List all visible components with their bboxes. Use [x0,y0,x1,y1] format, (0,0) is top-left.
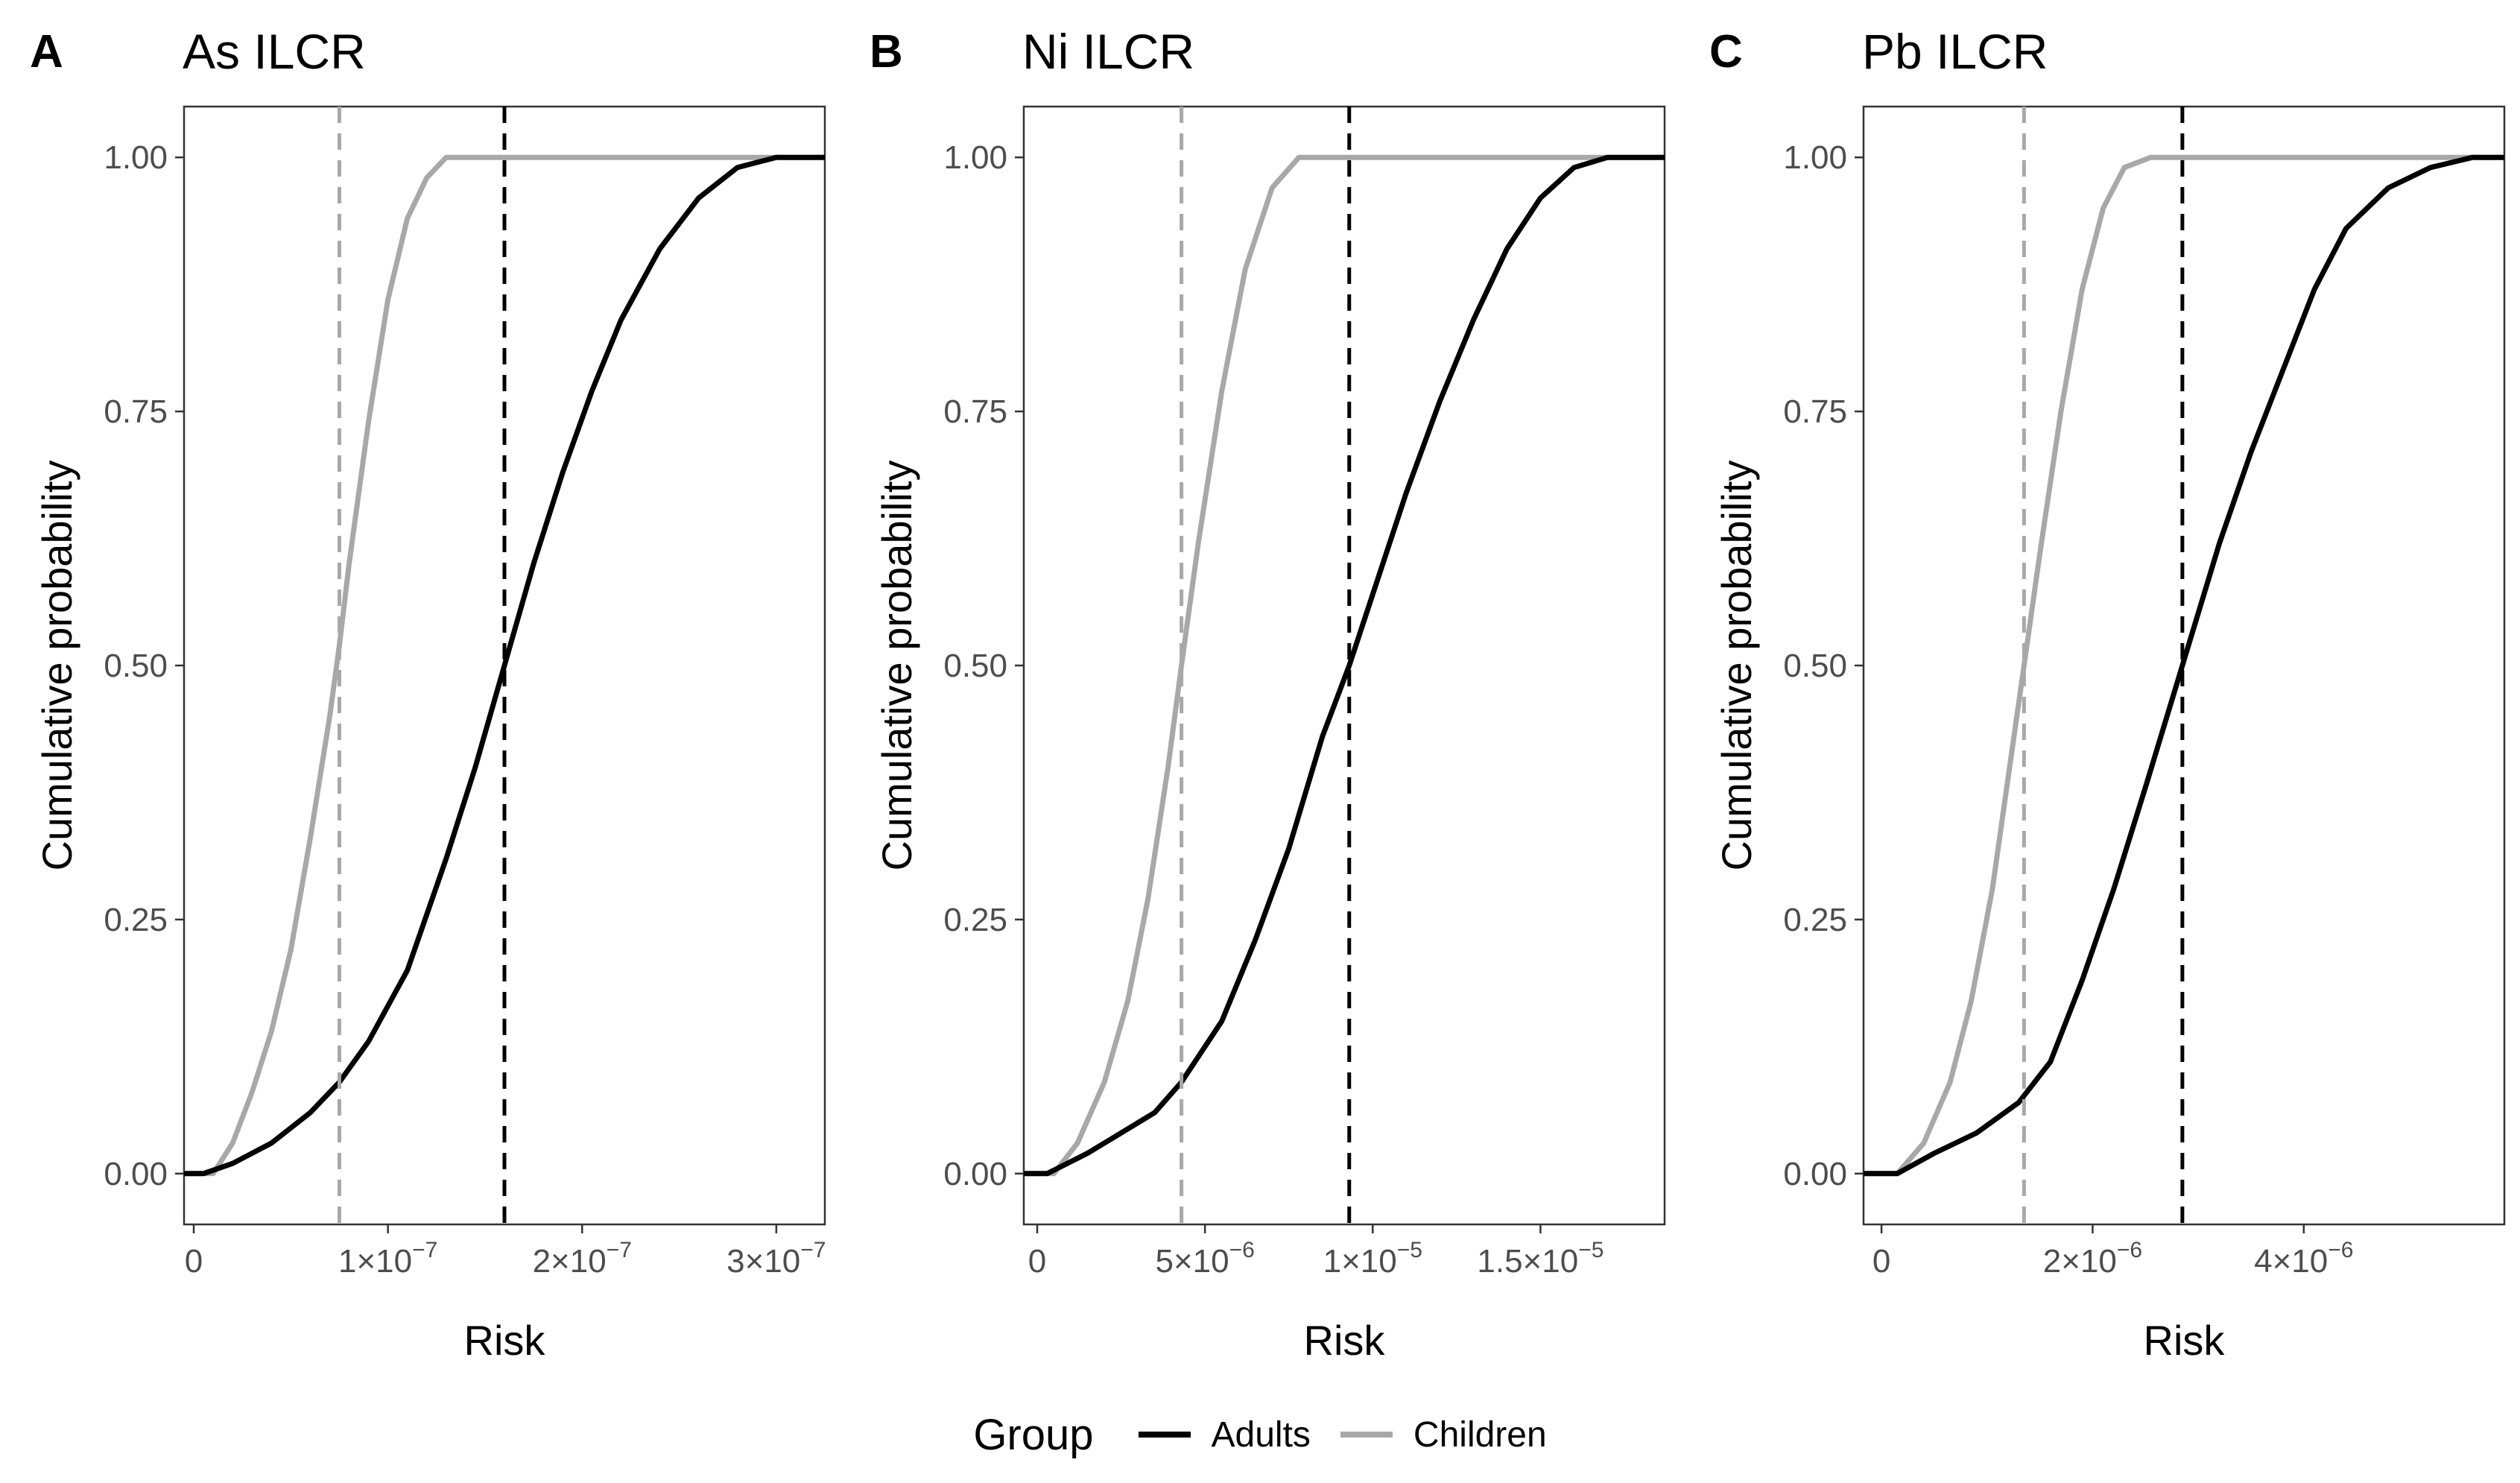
y-tick-label: 0.50 [943,648,1007,684]
legend: Group Adults Children [0,1386,2520,1483]
series-line-adults-c [1864,154,2504,1177]
y-tick-label: 1.00 [104,139,168,176]
x-tick-label: 4×10−6 [2254,1238,2353,1280]
legend-title: Group [973,1410,1094,1459]
x-axis-title-b: Risk [1304,1317,1386,1364]
chart-svg-b: B Ni ILCR 0.00 0.25 0.50 0.75 1.00 0 5×10−6 1×10−… [870,24,1666,1364]
x-axis-title-a: Risk [464,1317,546,1364]
legend-item-adults: Adults [1138,1414,1311,1455]
y-tick-label: 0.25 [1783,902,1847,938]
legend-label-children: Children [1413,1414,1547,1455]
y-tick-label: 0.50 [1783,648,1847,684]
chart-title-c: Pb ILCR [1862,24,2048,79]
panel-b: B Ni ILCR 0.00 0.25 0.50 0.75 1.00 0 5×10−6 1×10−… [840,0,1680,1386]
y-axis-title-b: Cumulative probability [873,461,920,871]
panel-c: C Pb ILCR 0.00 0.25 0.50 0.75 1.00 0 2×10−6 4×10−… [1680,0,2519,1386]
x-tick-label: 0 [1028,1243,1046,1280]
y-tick-label: 1.00 [943,139,1007,176]
y-tick-label: 0.75 [104,393,168,430]
panel-a: A As ILCR 0.00 0.25 0.50 0.75 1.00 0 1×10−7 2×10−… [0,0,840,1386]
y-tick-label: 0.75 [943,393,1007,430]
x-tick-label: 2×10−6 [2043,1238,2142,1280]
chart-svg-a: A As ILCR 0.00 0.25 0.50 0.75 1.00 0 1×10−7 2×10−… [30,24,826,1364]
y-tick-label: 0.75 [1783,393,1847,430]
series-line-children-b [1024,154,1665,1177]
x-tick-label: 2×10−7 [533,1238,632,1280]
y-tick-label: 1.00 [1783,139,1847,176]
plot-frame-b [1022,105,1666,1226]
panel-letter-c: C [1709,26,1743,78]
y-tick-label: 0.50 [104,648,168,684]
series-line-adults-a [184,154,825,1177]
legend-item-children: Children [1340,1414,1547,1455]
y-tick-label: 0.00 [943,1156,1007,1192]
x-tick-label: 0 [1872,1243,1890,1280]
y-axis-title-a: Cumulative probability [34,461,80,871]
x-tick-label: 1.5×10−5 [1477,1238,1604,1280]
x-tick-label: 1×10−5 [1323,1238,1422,1280]
legend-label-adults: Adults [1211,1414,1311,1455]
y-tick-label: 0.25 [104,902,168,938]
y-tick-label: 0.25 [943,902,1007,938]
x-tick-label: 3×10−7 [726,1238,826,1280]
chart-title-b: Ni ILCR [1022,24,1194,79]
legend-key-children [1340,1432,1393,1438]
legend-key-adults [1138,1432,1191,1438]
panel-letter-a: A [30,26,63,78]
series-line-children-c [1864,154,2504,1177]
x-axis-title-c: Risk [2144,1317,2226,1364]
chart-title-a: As ILCR [183,24,366,79]
y-axis-title-c: Cumulative probability [1713,461,1760,871]
y-tick-label: 0.00 [1783,1156,1847,1192]
x-tick-label: 5×10−6 [1155,1238,1254,1280]
x-tick-label: 1×10−7 [338,1238,437,1280]
chart-svg-c: C Pb ILCR 0.00 0.25 0.50 0.75 1.00 0 2×10−6 4×10−… [1709,24,2506,1364]
series-line-adults-b [1024,154,1665,1177]
x-tick-label: 0 [185,1243,203,1280]
panel-letter-b: B [870,26,903,78]
y-tick-label: 0.00 [104,1156,168,1192]
